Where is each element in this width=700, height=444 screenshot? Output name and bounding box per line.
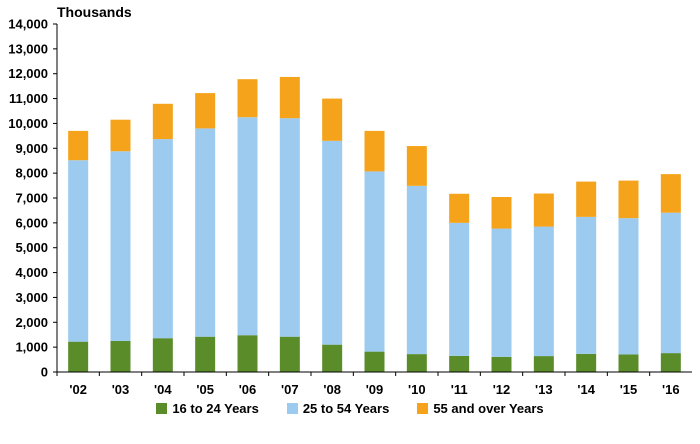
bar-segment-25-to-54 (660, 212, 681, 354)
bar-segment-25-to-54 (279, 118, 300, 337)
bar-segment-25-to-54 (364, 171, 385, 352)
x-tick-label: '05 (196, 382, 214, 397)
y-tick-label: 4,000 (15, 265, 48, 280)
bar-segment-16-to-24 (364, 351, 385, 372)
bar-segment-25-to-54 (449, 222, 470, 356)
legend-label-25-to-54: 25 to 54 Years (302, 400, 390, 416)
legend-label-55-and-over: 55 and over Years (433, 400, 544, 416)
bar-segment-55-and-over (491, 197, 512, 229)
x-tick-label: '11 (451, 382, 468, 397)
legend-item-25-to-54: 25 to 54 Years (286, 400, 390, 416)
y-tick-label: 0 (41, 365, 48, 380)
x-tick-label: '02 (69, 382, 87, 397)
x-tick-label: '16 (662, 382, 680, 397)
y-tick-label: 13,000 (8, 41, 48, 56)
bar-segment-55-and-over (279, 76, 300, 119)
x-tick-label: '04 (154, 382, 172, 397)
legend: 16 to 24 Years 25 to 54 Years 55 and ove… (0, 397, 700, 419)
bar-segment-16-to-24 (279, 336, 300, 372)
bar-segment-16-to-24 (533, 356, 554, 372)
x-tick-label: '13 (535, 382, 553, 397)
legend-item-55-and-over: 55 and over Years (417, 400, 544, 416)
bar-segment-16-to-24 (195, 336, 216, 372)
legend-item-16-to-24: 16 to 24 Years (156, 401, 259, 416)
bar-segment-16-to-24 (406, 354, 427, 372)
x-tick-label: '06 (239, 382, 257, 397)
bar-segment-16-to-24 (68, 341, 89, 372)
bar-segment-55-and-over (322, 98, 343, 141)
bar-segment-25-to-54 (237, 117, 258, 336)
y-tick-label: 1,000 (15, 340, 48, 355)
bar-segment-16-to-24 (491, 356, 512, 372)
bar-segment-55-and-over (110, 119, 131, 152)
bar-stacks (68, 76, 681, 372)
y-tick-label: 8,000 (15, 166, 48, 181)
bar-segment-25-to-54 (68, 160, 89, 342)
y-tick-label: 7,000 (15, 191, 48, 206)
bar-segment-55-and-over (68, 130, 89, 161)
bar-segment-55-and-over (576, 181, 597, 217)
x-tick-label: '14 (577, 382, 595, 397)
bar-segment-25-to-54 (195, 128, 216, 337)
bar-segment-55-and-over (449, 193, 470, 223)
bar-segment-16-to-24 (660, 353, 681, 372)
legend-swatch-25-to-54 (286, 402, 298, 414)
y-tick-label: 2,000 (15, 315, 48, 330)
bar-segment-25-to-54 (152, 139, 173, 339)
bar-segment-25-to-54 (533, 226, 554, 357)
bar-segment-25-to-54 (322, 140, 343, 345)
y-tick-label: 11,000 (9, 91, 48, 106)
x-tick-label: '03 (112, 382, 130, 397)
bar-segment-55-and-over (533, 193, 554, 227)
bar-segment-25-to-54 (491, 228, 512, 357)
legend-label-16-to-24: 16 to 24 Years (172, 400, 259, 416)
y-tick-label: 6,000 (15, 215, 48, 230)
bar-segment-55-and-over (406, 146, 427, 186)
bar-segment-55-and-over (364, 130, 385, 172)
y-axis-unit-label: Thousands (57, 4, 132, 20)
y-tick-label: 3,000 (15, 290, 48, 305)
x-tick-label: '09 (366, 382, 384, 397)
bar-segment-16-to-24 (152, 338, 173, 372)
y-tick-label: 12,000 (8, 66, 48, 81)
x-tick-label: '10 (408, 382, 426, 397)
x-tick-label: '15 (620, 382, 638, 397)
bar-segment-55-and-over (660, 174, 681, 213)
bar-segment-16-to-24 (110, 340, 131, 372)
x-tick-label: '07 (281, 382, 299, 397)
bar-segment-25-to-54 (110, 151, 131, 341)
x-axis-tick-labels: '02 '03 '04 '05 '06 '07 '08 '09 '10 '11 '12 '13 '14 '… (56, 372, 680, 397)
x-tick-label: '08 (323, 382, 341, 397)
bar-segment-16-to-24 (576, 353, 597, 372)
x-tick-label: '12 (493, 382, 511, 397)
bar-segment-25-to-54 (406, 185, 427, 355)
y-axis-tick-labels: 0 1,000 2,000 3,000 4,000 5,000 6,000 7,000 8,00… (8, 17, 57, 380)
bar-segment-55-and-over (618, 180, 639, 219)
y-tick-label: 10,000 (8, 116, 48, 131)
y-tick-label: 9,000 (15, 141, 48, 156)
bar-segment-55-and-over (195, 93, 216, 129)
legend-swatch-55-and-over (417, 402, 429, 414)
bar-segment-16-to-24 (449, 355, 470, 372)
bar-segment-25-to-54 (618, 218, 639, 355)
y-tick-label: 14,000 (8, 17, 48, 32)
bar-segment-16-to-24 (322, 344, 343, 372)
bar-segment-55-and-over (237, 79, 258, 118)
legend-swatch-16-to-24 (156, 402, 168, 414)
y-tick-label: 5,000 (15, 240, 48, 255)
bar-segment-55-and-over (152, 103, 173, 140)
bar-segment-25-to-54 (576, 216, 597, 354)
bar-segment-16-to-24 (618, 354, 639, 372)
bar-segment-16-to-24 (237, 335, 258, 372)
